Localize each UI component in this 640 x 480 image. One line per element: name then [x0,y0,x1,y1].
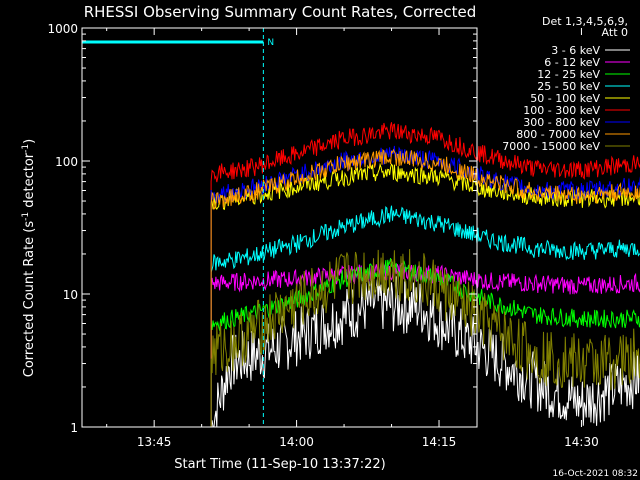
y-axis-label: Corrected Count Rate (s-1 detector-1) [21,139,37,377]
legend-header-0: Det 1,3,4,5,6,9, [542,15,628,28]
legend-label-0: 3 - 6 keV [551,44,600,57]
legend-label-2: 12 - 25 keV [537,68,600,81]
legend-label-7: 800 - 7000 keV [516,128,600,141]
chart-title: RHESSI Observing Summary Count Rates, Co… [84,3,477,21]
series-layer [210,122,640,428]
legend-label-6: 300 - 800 keV [523,116,600,129]
y-tick-label-3: 1000 [47,22,78,36]
y-tick-label-2: 100 [55,155,78,169]
legend-label-8: 7000 - 15000 keV [502,140,600,153]
y-tick-label-0: 1 [70,421,78,435]
series-line-2 [210,257,640,427]
plot-frame [81,27,478,428]
y-label-sup1: -1 [21,212,31,221]
legend-header-1: Att 0 [602,26,628,39]
y-label-mid: detector [22,152,37,212]
series-line-7 [210,148,640,427]
y-label-end: ) [22,139,37,144]
y-tick-label-1: 10 [63,288,78,302]
legend-label-5: 100 - 300 keV [523,104,600,117]
svg-text:Corrected Count Rate (s-1 dete: Corrected Count Rate (s-1 detector-1) [21,139,37,377]
y-label-main: Corrected Count Rate (s [22,221,37,378]
series-line-3 [210,205,640,427]
series-line-0 [210,275,640,428]
x-tick-label-1: 14:00 [279,435,314,449]
axis-layer: 13:4514:0014:1514:3014:4515:0015:1511010… [47,22,599,449]
annotation-n: N [267,38,274,48]
series-line-5 [210,122,640,427]
legend-label-4: 50 - 100 keV [530,92,600,105]
legend-label-3: 25 - 50 keV [537,80,600,93]
legend-label-1: 6 - 12 keV [544,56,600,69]
x-tick-label-0: 13:45 [137,435,172,449]
series-line-8 [210,249,640,427]
x-tick-label-2: 14:15 [422,435,457,449]
timestamp: 16-Oct-2021 08:32 [553,469,638,479]
x-tick-label-3: 14:30 [564,435,599,449]
series-line-1 [210,262,640,427]
x-axis-label: Start Time (11-Sep-10 13:37:22) [174,457,385,472]
y-label-sup2: -1 [21,144,31,153]
